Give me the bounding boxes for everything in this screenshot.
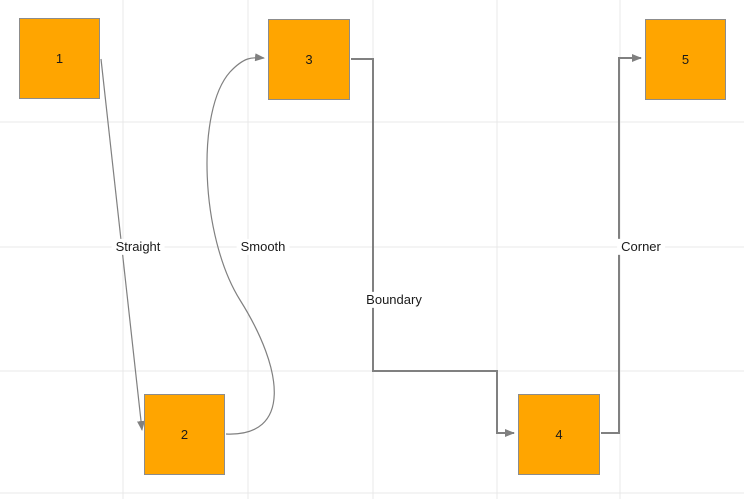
node-label: 1 bbox=[55, 51, 64, 66]
node-label: 5 bbox=[681, 52, 690, 67]
edge-smooth-path[interactable] bbox=[206, 53, 275, 435]
node-4[interactable]: 4 bbox=[518, 394, 600, 475]
node-label: 2 bbox=[180, 427, 189, 442]
node-3[interactable]: 3 bbox=[268, 19, 350, 100]
node-2[interactable]: 2 bbox=[144, 394, 225, 475]
node-label: 4 bbox=[555, 427, 563, 442]
node-label: 3 bbox=[305, 52, 313, 67]
edge-label-orthogonal[interactable]: Corner bbox=[617, 238, 665, 256]
edge-label-straight[interactable]: Straight bbox=[111, 238, 165, 256]
edge-label-smooth[interactable]: Smooth bbox=[236, 238, 290, 256]
node-5[interactable]: 5 bbox=[645, 19, 726, 100]
node-1[interactable]: 1 bbox=[19, 18, 100, 99]
edge-boundary-path[interactable] bbox=[351, 58, 515, 437]
edge-label-orthogonal[interactable]: Boundary bbox=[362, 291, 426, 309]
